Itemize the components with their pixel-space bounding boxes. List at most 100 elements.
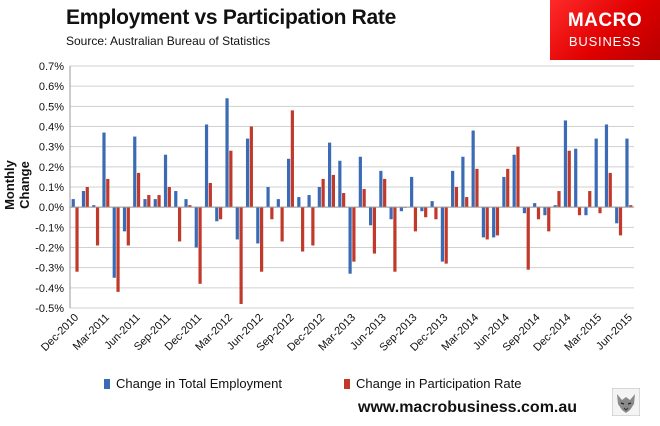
bar-participation (301, 207, 305, 252)
bar-employment (338, 160, 342, 208)
bar-participation (629, 205, 633, 208)
y-tick-label: -0.5% (35, 303, 64, 315)
bar-participation (383, 178, 387, 208)
bar-participation (75, 207, 79, 272)
y-tick-labels: -0.5% -0.4% -0.3% -0.2% -0.1% 0.0% 0.1% 0.2% 0.3… (35, 61, 64, 315)
bar-employment (563, 120, 568, 208)
bar-employment (297, 197, 301, 208)
legend-swatch-participation (344, 378, 350, 389)
website-url[interactable]: www.macrobusiness.com.au (358, 399, 578, 416)
bar-participation (516, 146, 520, 208)
bar-employment (440, 207, 444, 262)
bar-employment (71, 199, 75, 208)
chart-title: Employment vs Participation Rate (66, 6, 396, 29)
bar-participation (434, 207, 438, 220)
bar-participation (106, 178, 110, 208)
bar-participation (239, 207, 243, 304)
bar-employment (522, 207, 527, 214)
bar-employment (594, 138, 598, 208)
bar-employment (512, 154, 516, 208)
bar-employment (245, 138, 250, 208)
bar-employment (327, 142, 332, 208)
bar-participation (260, 207, 264, 272)
logo-line-2: BUSINESS (568, 34, 642, 49)
bar-participation (372, 207, 377, 254)
bar-participation (424, 207, 428, 218)
bar-participation (311, 207, 315, 246)
bar-employment (481, 207, 486, 238)
y-tick-label: 0.6% (39, 81, 64, 93)
legend-item-participation: Change in Participation Rate (344, 376, 522, 391)
bar-participation (218, 207, 223, 220)
x-tick-labels: Dec-2010Mar-2011Jun-2011Sep-2011Dec-2011… (39, 312, 635, 354)
bar-employment (615, 207, 619, 224)
bar-employment (194, 207, 198, 248)
bar-employment (430, 201, 434, 208)
bar-participation (413, 207, 418, 232)
y-tick-label: 0.2% (39, 162, 64, 174)
bars (71, 98, 633, 304)
bar-employment (225, 98, 229, 208)
bar-participation (608, 172, 612, 208)
bar-participation (362, 189, 366, 208)
bar-employment (379, 170, 383, 208)
bar-participation (95, 207, 100, 246)
bar-employment (286, 158, 291, 208)
bar-participation (157, 195, 161, 208)
bar-participation (454, 187, 459, 208)
bar-participation (526, 207, 530, 270)
bar-participation (588, 191, 592, 208)
bar-participation (618, 207, 623, 236)
bar-employment (451, 170, 455, 208)
bar-participation (536, 207, 541, 220)
bar-employment (471, 130, 475, 208)
legend-label-participation: Change in Participation Rate (356, 376, 522, 391)
legend-item-employment: Change in Total Employment (104, 376, 282, 391)
bar-employment (502, 176, 506, 208)
bar-employment (184, 199, 188, 208)
bar-participation (342, 193, 346, 208)
bar-employment (256, 207, 260, 244)
bar-participation (495, 207, 500, 236)
bar-employment (420, 207, 424, 212)
logo-line-1: MACRO (567, 10, 643, 31)
bar-employment (307, 195, 311, 208)
gridlines (69, 65, 634, 309)
bar-participation (557, 191, 561, 208)
bar-participation (444, 207, 448, 264)
y-tick-label: 0.3% (39, 142, 64, 154)
bar-employment (163, 154, 168, 208)
bar-employment (410, 176, 414, 208)
bar-participation (208, 182, 212, 208)
bar-employment (215, 207, 219, 222)
y-tick-label: 0.0% (39, 202, 64, 214)
bar-participation (188, 205, 192, 208)
bar-employment (276, 199, 280, 208)
macro-business-logo[interactable]: MACRO BUSINESS (550, 0, 660, 60)
bar-employment (389, 207, 393, 220)
bar-employment (266, 187, 270, 208)
bar-participation (280, 207, 284, 242)
bar-participation (167, 187, 171, 208)
bar-employment (143, 199, 147, 208)
y-tick-label: 0.7% (39, 61, 64, 73)
bar-employment (122, 207, 127, 232)
y-tick-label: -0.4% (35, 283, 64, 295)
bar-participation (475, 168, 479, 208)
bar-participation (465, 197, 469, 208)
bar-employment (348, 207, 352, 274)
legend-swatch-employment (104, 378, 110, 389)
bar-participation (506, 168, 510, 208)
bar-employment (102, 132, 106, 208)
bar-participation (85, 187, 89, 208)
bar-employment (204, 124, 209, 208)
bar-employment (492, 207, 496, 238)
bar-employment (584, 207, 588, 216)
bar-employment (574, 148, 578, 208)
bar-participation (331, 174, 335, 208)
wolf-head-icon (612, 388, 640, 416)
bar-participation (567, 150, 571, 208)
bar-participation (198, 207, 202, 284)
y-tick-label: -0.1% (35, 222, 64, 234)
bar-employment (543, 207, 547, 216)
